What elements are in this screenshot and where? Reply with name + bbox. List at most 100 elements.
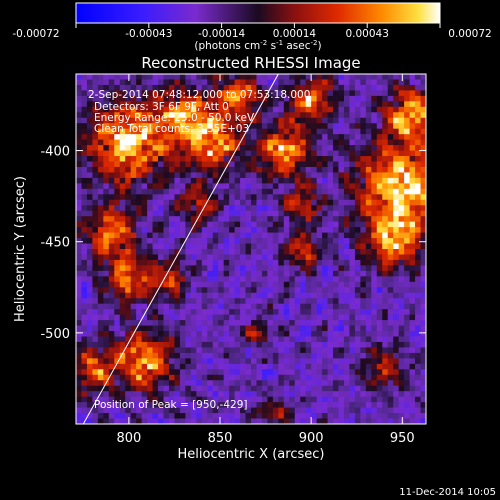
heatmap-cell	[141, 309, 148, 316]
heatmap-cell	[234, 287, 241, 294]
heatmap-cell	[119, 166, 126, 173]
heatmap-cell	[158, 380, 164, 387]
heatmap-cell	[86, 265, 93, 272]
heatmap-cell	[108, 210, 115, 217]
heatmap-cell	[152, 161, 159, 168]
heatmap-cell	[398, 95, 405, 102]
heatmap-cell	[251, 243, 257, 250]
heatmap-cell	[245, 396, 252, 403]
heatmap-cell	[382, 128, 389, 135]
heatmap-cell	[81, 210, 88, 217]
heatmap-cell	[261, 183, 268, 190]
heatmap-cell	[223, 177, 230, 184]
heatmap-cell	[322, 216, 328, 223]
heatmap-cell	[141, 101, 148, 108]
heatmap-cell	[261, 270, 268, 277]
heatmap-cell	[92, 281, 99, 288]
heatmap-cell	[267, 183, 274, 190]
heatmap-cell	[234, 243, 241, 250]
heatmap-cell	[272, 199, 279, 206]
heatmap-cell	[333, 232, 339, 239]
heatmap-cell	[398, 194, 405, 201]
heatmap-cell	[283, 188, 290, 195]
heatmap-cell	[245, 139, 252, 146]
heatmap-cell	[147, 391, 153, 398]
heatmap-cell	[240, 320, 246, 326]
heatmap-cell	[190, 265, 197, 272]
heatmap-cell	[108, 106, 115, 113]
heatmap-cell	[261, 254, 268, 261]
heatmap-cell	[86, 79, 93, 86]
heatmap-cell	[393, 210, 400, 217]
heatmap-cell	[365, 172, 372, 179]
heatmap-cell	[333, 210, 339, 217]
heatmap-cell	[311, 259, 318, 266]
heatmap-cell	[376, 298, 383, 305]
heatmap-cell	[382, 331, 389, 337]
heatmap-cell	[333, 238, 339, 244]
heatmap-cell	[376, 95, 383, 102]
heatmap-cell	[218, 79, 225, 86]
heatmap-cell	[420, 363, 426, 370]
heatmap-cell	[305, 243, 312, 250]
heatmap-cell	[114, 101, 121, 108]
heatmap-cell	[343, 156, 350, 162]
heatmap-cell	[311, 396, 318, 403]
heatmap-cell	[365, 74, 372, 80]
heatmap-cell	[141, 347, 148, 354]
heatmap-cell	[360, 292, 367, 299]
heatmap-cell	[212, 166, 219, 173]
heatmap-cell	[316, 363, 323, 370]
heatmap-cell	[398, 391, 405, 398]
heatmap-cell	[201, 418, 208, 424]
heatmap-cell	[261, 402, 268, 408]
heatmap-cell	[108, 172, 115, 179]
heatmap-cell	[212, 199, 219, 206]
heatmap-cell	[245, 90, 252, 97]
heatmap-cell	[152, 177, 159, 184]
heatmap-cell	[201, 232, 208, 239]
heatmap-cell	[289, 106, 296, 113]
heatmap-cell	[289, 84, 296, 91]
heatmap-cell	[354, 232, 361, 239]
heatmap-cell	[108, 183, 115, 190]
heatmap-cell	[212, 205, 219, 212]
heatmap-cell	[393, 90, 400, 97]
heatmap-cell	[158, 331, 164, 337]
heatmap-cell	[267, 407, 274, 414]
heatmap-cell	[158, 314, 164, 321]
heatmap-cell	[360, 402, 367, 408]
heatmap-cell	[201, 188, 208, 195]
heatmap-cell	[207, 363, 214, 370]
heatmap-cell	[130, 281, 137, 288]
heatmap-cell	[196, 396, 203, 403]
heatmap-cell	[415, 134, 421, 141]
heatmap-cell	[103, 352, 110, 359]
heatmap-cell	[185, 336, 192, 343]
heatmap-cell	[272, 309, 279, 316]
heatmap-cell	[283, 391, 290, 398]
heatmap-cell	[409, 407, 416, 414]
heatmap-cell	[267, 265, 274, 272]
heatmap-cell	[376, 331, 383, 337]
heatmap-cell	[327, 385, 334, 392]
heatmap-cell	[420, 183, 426, 190]
heatmap-cell	[97, 418, 104, 424]
heatmap-cell	[207, 166, 214, 173]
heatmap-cell	[240, 238, 246, 244]
heatmap-cell	[278, 172, 285, 179]
heatmap-cell	[119, 270, 126, 277]
heatmap-cell	[245, 183, 252, 190]
heatmap-cell	[196, 385, 203, 392]
heatmap-cell	[409, 336, 416, 343]
heatmap-cell	[185, 385, 192, 392]
heatmap-cell	[333, 205, 339, 212]
heatmap-cell	[272, 123, 279, 130]
heatmap-cell	[240, 347, 246, 354]
heatmap-cell	[179, 112, 186, 119]
heatmap-cell	[376, 380, 383, 387]
heatmap-cell	[152, 298, 159, 305]
heatmap-cell	[86, 74, 93, 80]
heatmap-cell	[76, 336, 82, 343]
heatmap-cell	[382, 270, 389, 277]
